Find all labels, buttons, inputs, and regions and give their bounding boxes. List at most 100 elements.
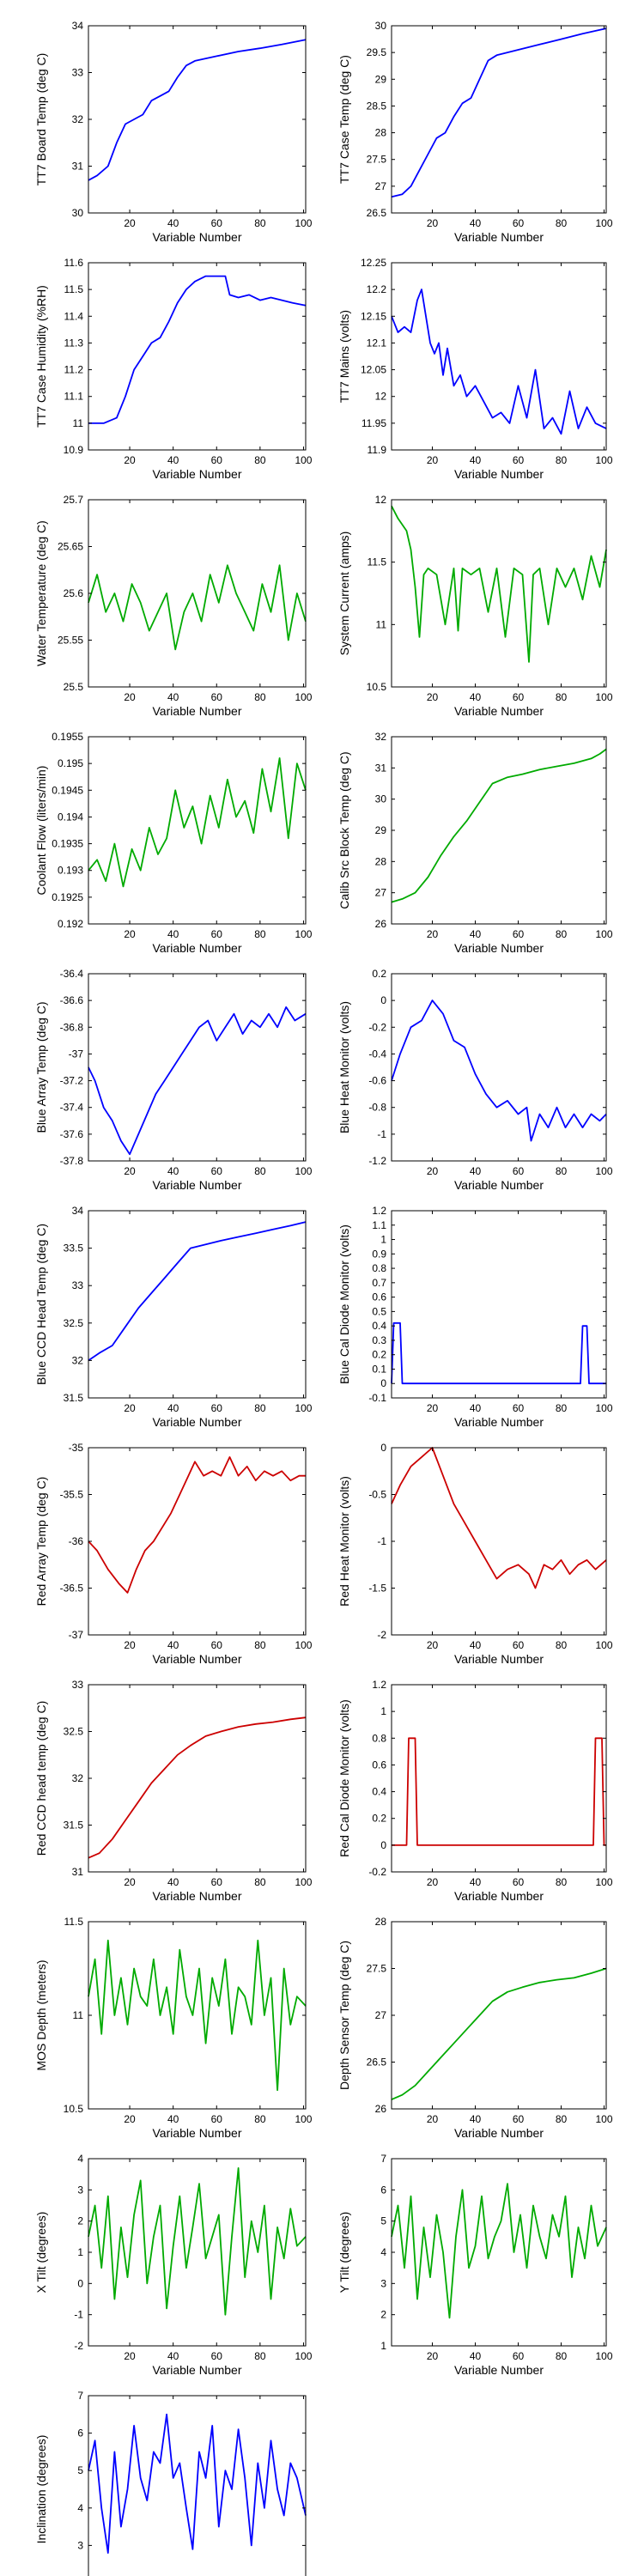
chart-panel-3: 20 40 60 80 100 11.9 11.95 12 12.05 12.1 12.15 12.2… (337, 257, 613, 481)
series-line (88, 1456, 306, 1594)
y-tick-label: 26.5 (367, 2057, 387, 2069)
x-tick-label: 100 (595, 928, 612, 940)
y-tick-label: 0.8 (372, 1262, 386, 1274)
y-tick-label: 10.5 (64, 2103, 84, 2115)
x-tick-label: 60 (211, 1876, 223, 1888)
x-tick-label: 60 (211, 1165, 223, 1177)
y-tick-label: 0.4 (372, 1786, 386, 1798)
x-tick-label: 100 (295, 2113, 312, 2125)
y-tick-label: 32.5 (64, 1317, 84, 1329)
series-line (88, 1939, 307, 2092)
y-axis-label: TT7 Board Temp (deg C) (34, 53, 48, 186)
x-tick-label: 80 (254, 1402, 266, 1414)
series-line (88, 39, 307, 181)
y-tick-label: -36.5 (60, 1583, 84, 1595)
y-tick-label: 0 (77, 2277, 83, 2289)
chart-panel-0: 20 40 60 80 100 30 31 32 33 34 Variable Number TT7 … (34, 20, 313, 244)
y-tick-label: -37.4 (60, 1102, 84, 1114)
x-tick-label: 80 (556, 454, 568, 466)
y-tick-label: 0.6 (372, 1759, 386, 1771)
y-tick-label: 0 (380, 994, 386, 1006)
y-tick-label: 11.5 (368, 556, 387, 568)
x-tick-label: 80 (254, 217, 266, 229)
x-tick-label: 40 (470, 1165, 482, 1177)
x-axis-label: Variable Number (454, 2363, 544, 2377)
y-tick-label: 31.5 (64, 1392, 84, 1404)
x-tick-label: 40 (167, 1876, 179, 1888)
x-axis-label: Variable Number (152, 467, 241, 481)
y-tick-label: 4 (77, 2502, 83, 2514)
x-tick-label: 40 (167, 1402, 179, 1414)
y-tick-label: 34 (72, 1205, 84, 1217)
y-tick-label: 7 (380, 2153, 386, 2165)
series-line (88, 1716, 307, 1859)
x-tick-label: 40 (470, 454, 482, 466)
y-tick-label: 0.192 (58, 918, 83, 930)
y-tick-label: 3 (380, 2277, 386, 2289)
x-tick-label: 20 (427, 928, 439, 940)
y-tick-label: 6 (77, 2427, 83, 2439)
x-axis-label: Variable Number (454, 1652, 544, 1666)
x-tick-label: 60 (513, 454, 525, 466)
y-axis-label: X Tilt (degrees) (34, 2212, 48, 2293)
x-tick-label: 80 (556, 1639, 568, 1651)
y-tick-label: -37.8 (60, 1155, 84, 1167)
x-axis-label: Variable Number (152, 1652, 241, 1666)
x-tick-label: 60 (513, 1876, 525, 1888)
chart-panel-13: 20 40 60 80 100 -2 -1.5 -1 -0.5 0 Variable Number R… (337, 1442, 613, 1666)
x-tick-label: 100 (295, 1639, 312, 1651)
y-tick-label: -0.2 (368, 1021, 386, 1033)
y-tick-label: 30 (375, 20, 387, 32)
y-tick-label: -1.5 (368, 1583, 386, 1595)
x-tick-label: 40 (470, 928, 482, 940)
x-tick-label: 40 (470, 1402, 482, 1414)
series-line (391, 505, 607, 663)
x-tick-label: 60 (513, 2350, 525, 2362)
series-line (391, 289, 607, 435)
y-tick-label: 0.194 (58, 811, 83, 823)
y-tick-label: 0 (380, 1377, 386, 1389)
y-tick-label: 0 (380, 1442, 386, 1454)
y-tick-label: -37 (69, 1629, 84, 1641)
x-axis-label: Variable Number (152, 2126, 241, 2140)
x-tick-label: 80 (254, 1639, 266, 1651)
x-tick-label: 60 (211, 691, 223, 703)
x-tick-label: 100 (595, 1402, 612, 1414)
x-axis-label: Variable Number (454, 1415, 544, 1429)
y-tick-label: -36.8 (60, 1021, 84, 1033)
plot-frame (391, 973, 607, 1162)
x-tick-label: 20 (124, 454, 136, 466)
chart-panel-1: 20 40 60 80 100 26.5 27 27.5 28 28.5 29 29.5 30 Varia… (337, 20, 613, 244)
y-tick-label: -2 (377, 1629, 386, 1641)
y-tick-label: 3 (77, 2539, 83, 2551)
series-line (88, 2166, 307, 2316)
x-tick-label: 100 (295, 2350, 312, 2362)
x-tick-label: 60 (513, 1402, 525, 1414)
y-tick-label: 12.2 (367, 283, 387, 295)
y-tick-label: 11.5 (64, 283, 84, 295)
x-tick-label: 20 (124, 928, 136, 940)
y-tick-label: -0.5 (368, 1489, 386, 1501)
x-tick-label: 40 (167, 1639, 179, 1651)
y-tick-label: 25.55 (58, 635, 83, 647)
y-tick-label: 11.1 (64, 391, 84, 403)
y-axis-label: Red CCD head temp (deg C) (34, 1701, 48, 1856)
y-tick-label: 0.5 (372, 1305, 386, 1317)
y-tick-label: 28 (375, 855, 387, 867)
y-tick-label: 31 (375, 762, 387, 774)
y-axis-label: Coolant Flow (liters/min) (34, 766, 48, 896)
y-axis-label: Calib Src Block Temp (deg C) (337, 751, 351, 908)
y-tick-label: 0.3 (372, 1334, 386, 1346)
x-tick-label: 60 (211, 2350, 223, 2362)
y-tick-label: 34 (72, 20, 84, 32)
x-tick-label: 40 (167, 928, 179, 940)
series-line (88, 275, 307, 424)
y-axis-label: MOS Depth (meters) (34, 1959, 48, 2070)
chart-panel-15: 20 40 60 80 100 -0.2 0 0.2 0.4 0.6 0.8 1 1.2 Variable… (337, 1679, 613, 1903)
x-tick-label: 100 (595, 2113, 612, 2125)
x-tick-label: 20 (427, 1876, 439, 1888)
y-tick-label: 0.2 (372, 1813, 386, 1825)
plot-frame (88, 973, 307, 1162)
y-tick-label: -0.6 (368, 1075, 386, 1087)
y-tick-label: -37.2 (60, 1075, 84, 1087)
